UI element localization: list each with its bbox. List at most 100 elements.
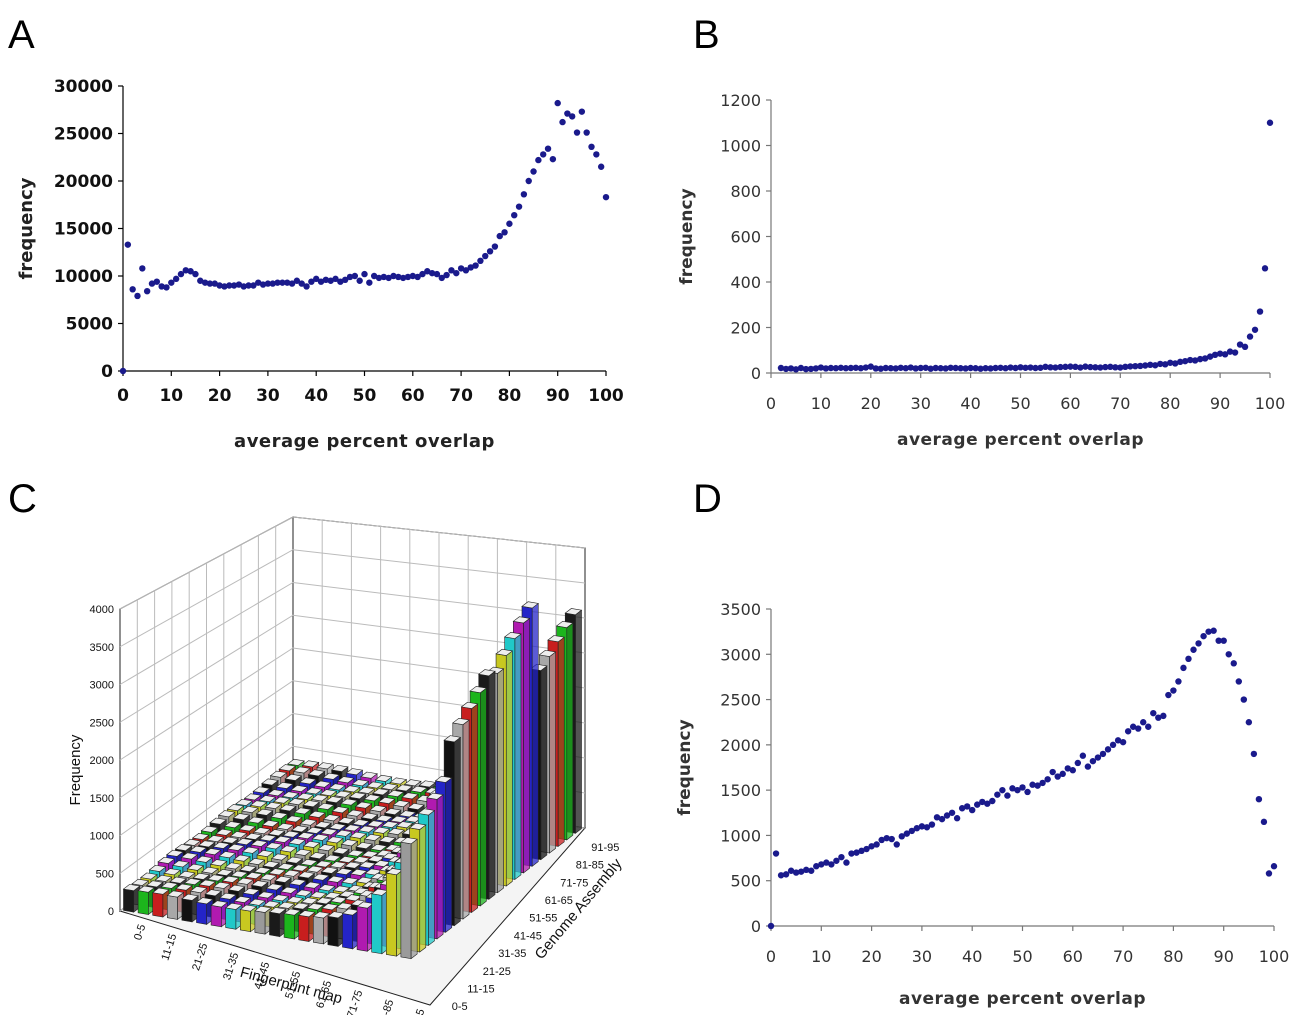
data-point: [1170, 687, 1177, 694]
data-point: [1069, 767, 1077, 774]
bar-side-face: [471, 703, 479, 914]
data-point: [1007, 364, 1014, 371]
bar-top-face: [308, 852, 327, 860]
data-point: [1079, 752, 1087, 759]
bar-top-face: [293, 766, 311, 774]
bar-top-face: [235, 838, 254, 846]
bar-top-face: [340, 839, 359, 847]
y-tick-label: 500: [730, 872, 761, 891]
data-point: [303, 283, 310, 290]
data-point: [496, 232, 503, 240]
data-point: [928, 821, 936, 828]
data-point: [994, 791, 1001, 798]
data-point: [390, 272, 397, 280]
data-point: [898, 833, 905, 840]
data-point: [255, 279, 262, 286]
data-point: [177, 270, 185, 278]
bar-top-face: [233, 896, 252, 903]
data-point: [201, 279, 209, 286]
bar-top-face: [349, 868, 368, 876]
bar-top-face: [296, 832, 315, 840]
data-point: [867, 363, 874, 370]
bar-side-face: [497, 668, 504, 894]
bar-top-face: [247, 816, 265, 824]
y-tick-label: 600: [730, 228, 761, 247]
data-point: [1195, 640, 1202, 647]
bar-top-face: [297, 910, 316, 918]
bar-top-face: [385, 868, 404, 876]
bar-top-face: [224, 902, 243, 910]
bar-top-face: [279, 804, 297, 812]
data-point: [992, 364, 999, 372]
bar-top-face: [400, 837, 418, 845]
bar-top-face: [226, 804, 245, 812]
data-point: [356, 277, 363, 284]
bar-top-face: [294, 848, 312, 856]
data-point: [308, 278, 315, 285]
data-point: [279, 279, 286, 286]
y-tick-label: 200: [730, 319, 761, 338]
data-point: [197, 277, 204, 284]
data-point: [1171, 360, 1179, 367]
bar-top-face: [357, 825, 376, 833]
bar-top-face: [317, 884, 336, 892]
y-category-label: 11-15: [467, 983, 494, 995]
bar-top-face: [314, 860, 333, 868]
data-point: [153, 278, 161, 285]
bar-top-face: [258, 795, 277, 803]
bar-top-face: [140, 872, 158, 880]
bar-top-face: [180, 852, 199, 860]
data-point: [1064, 765, 1071, 772]
data-point: [168, 279, 175, 286]
bar-side-face: [540, 665, 548, 861]
bar-top-face: [261, 778, 279, 786]
bar-top-face: [221, 836, 239, 844]
panel-letter-a: A: [8, 13, 35, 57]
bar-top-face: [207, 874, 225, 882]
data-point: [1255, 796, 1263, 803]
data-point: [1037, 364, 1044, 371]
data-point: [942, 365, 949, 372]
data-point: [882, 364, 889, 372]
y-axis-label: frequency: [16, 177, 37, 279]
data-point: [1240, 696, 1248, 703]
data-point: [1162, 361, 1169, 368]
grid-line-horizontal: [119, 614, 586, 723]
bar-side-face: [575, 609, 582, 834]
x-axis-label: average percent overlap: [897, 430, 1144, 450]
data-point: [958, 805, 966, 812]
data-point: [1082, 363, 1089, 370]
x-tick-label: 60: [401, 386, 425, 406]
data-point: [1047, 364, 1054, 371]
bar-side-face: [505, 650, 513, 887]
data-point: [424, 268, 431, 275]
bar-top-face: [181, 893, 199, 901]
z-tick-label: 2500: [90, 717, 114, 729]
bar-top-face: [232, 813, 251, 821]
bar-top-face: [198, 879, 217, 887]
z-tick-label: 3000: [90, 680, 114, 692]
bar-top-face: [273, 835, 292, 843]
data-point: [1181, 357, 1189, 365]
bar-top-face: [315, 897, 333, 905]
bar-top-face: [360, 812, 379, 820]
y-category-label: 81-85: [576, 860, 604, 872]
bar-top-face: [200, 825, 219, 833]
data-point: [853, 849, 860, 856]
bar-top-face: [253, 827, 271, 835]
y-tick-label: 0: [101, 362, 113, 382]
bar-top-face: [341, 877, 359, 885]
bar-top-face: [346, 809, 364, 817]
data-point: [535, 156, 542, 164]
data-point: [938, 815, 946, 823]
y-tick-label: 1500: [720, 781, 761, 800]
data-point: [797, 364, 805, 372]
data-point: [1147, 361, 1154, 369]
bar-top-face: [395, 821, 414, 829]
data-point: [1004, 792, 1011, 799]
data-point: [1260, 818, 1268, 826]
data-point: [902, 365, 909, 372]
data-point: [1176, 358, 1184, 366]
bar-top-face: [209, 817, 227, 825]
